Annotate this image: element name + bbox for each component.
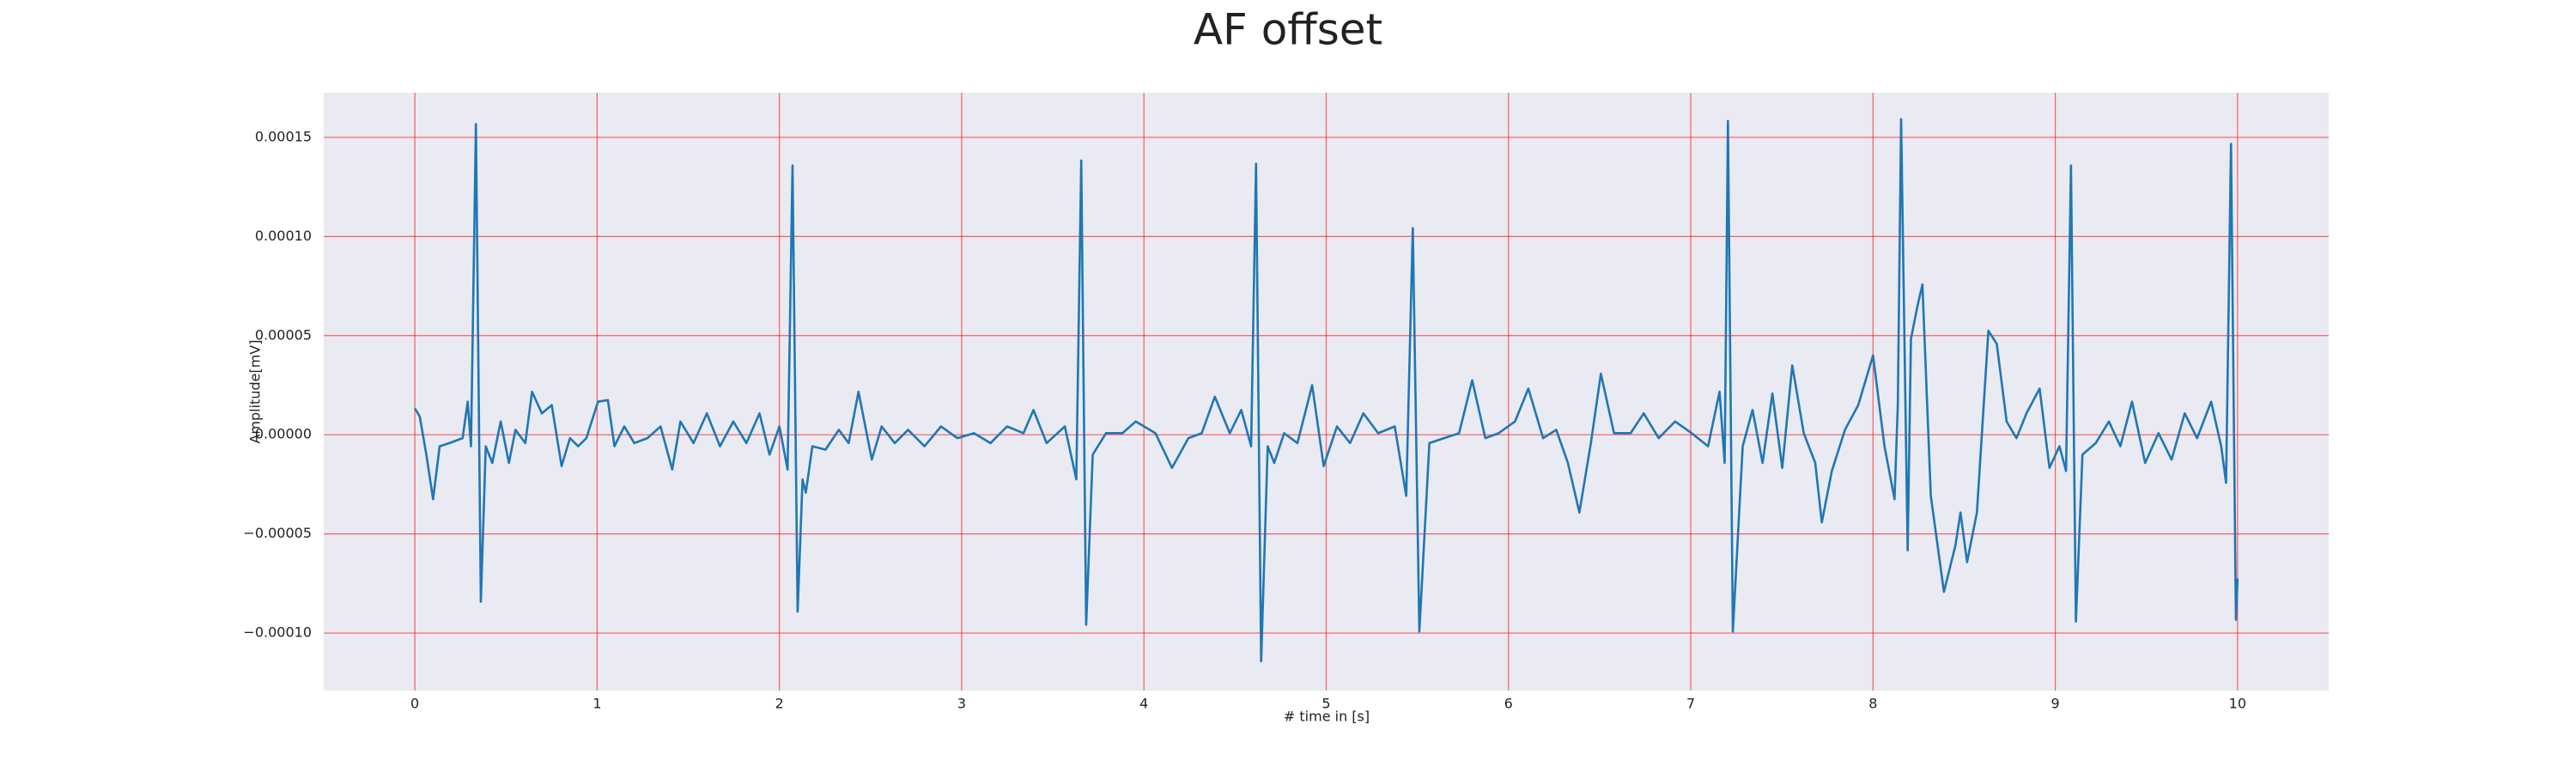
y-axis-label: Amplitude[mV] [247, 339, 264, 443]
x-tick-label: 7 [1686, 696, 1695, 712]
data-line [414, 118, 2239, 663]
y-tick-label: 0.00010 [255, 228, 312, 244]
y-tick-label: −0.00005 [243, 525, 312, 541]
x-tick-label: 3 [957, 696, 966, 712]
y-tick-label: 0.00005 [255, 326, 312, 343]
x-tick-label: 0 [410, 696, 419, 712]
y-tick-label: −0.00010 [243, 624, 312, 641]
x-tick-label: 8 [1868, 696, 1877, 712]
x-tick-label: 6 [1504, 696, 1513, 712]
x-tick-label: 2 [775, 696, 784, 712]
x-tick-label: 1 [592, 696, 601, 712]
x-tick-label: 5 [1321, 696, 1330, 712]
y-tick-label: 0.00000 [255, 426, 312, 442]
x-axis-label: # time in [s] [1284, 709, 1370, 725]
y-tick-label: 0.00015 [255, 128, 312, 144]
chart-title: AF offset [1194, 5, 1382, 55]
x-tick-label: 9 [2050, 696, 2059, 712]
x-tick-label: 4 [1139, 696, 1148, 712]
x-tick-label: 10 [2229, 696, 2246, 712]
